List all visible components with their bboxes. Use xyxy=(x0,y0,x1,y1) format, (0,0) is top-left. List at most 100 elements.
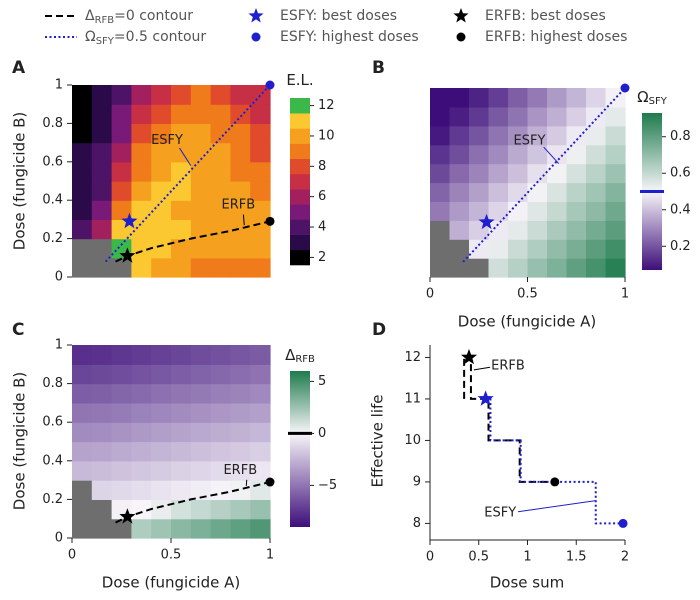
heat-cell xyxy=(469,163,490,184)
panel: A 2 4 6 8 10 12 E.L. 0 0.2 0.4 0.6 0.8 1 Dose (fungici… xyxy=(11,58,335,285)
contour-line xyxy=(463,356,555,483)
colorbar-tick-label: 0.6 xyxy=(670,166,691,181)
heat-cell xyxy=(508,106,529,127)
heat-cell xyxy=(566,239,587,259)
y-tick-label: 0.6 xyxy=(42,415,63,430)
colorbar-band xyxy=(290,98,310,114)
colorbar-label-sub: RFB xyxy=(295,354,315,365)
missing-cell xyxy=(72,238,93,259)
star-marker xyxy=(119,508,136,524)
legend-text-end: =0 contour xyxy=(114,8,193,24)
colorbar-label: ΩSFY xyxy=(637,88,668,108)
heat-cell xyxy=(131,181,152,201)
heat-cell xyxy=(151,383,172,404)
heat-cell xyxy=(250,441,271,462)
heat-cell xyxy=(566,201,587,221)
heat-cell xyxy=(488,163,509,184)
heat-cell xyxy=(111,441,132,462)
heat-cell xyxy=(131,345,152,365)
y-tick-label: 0.8 xyxy=(42,376,63,391)
colorbar-label-text: Δ xyxy=(285,346,296,364)
heat-cell xyxy=(250,104,271,124)
heat-cell xyxy=(488,182,509,202)
heat-cell xyxy=(210,402,231,423)
heat-cell xyxy=(190,257,212,278)
colorbar-band xyxy=(290,143,310,160)
heat-cell xyxy=(230,85,251,105)
heat-cell xyxy=(111,345,132,365)
heat-cell xyxy=(547,88,568,108)
missing-cell xyxy=(91,518,113,539)
heat-cell xyxy=(131,480,152,500)
legend-label: ESFY: best doses xyxy=(280,8,397,24)
colorbar-label-sub: SFY xyxy=(649,96,668,107)
heat-cell xyxy=(72,383,93,404)
heat-cell xyxy=(91,181,113,201)
heat-cell xyxy=(527,125,548,146)
heat-cell xyxy=(430,125,451,146)
heat-cell xyxy=(488,106,509,127)
heat-cell xyxy=(547,125,568,146)
heat-cell xyxy=(488,239,509,259)
y-tick-label: 0.2 xyxy=(42,231,63,246)
missing-cell xyxy=(91,499,113,520)
heat-cell xyxy=(171,85,192,105)
y-tick-label: 0.4 xyxy=(42,193,63,208)
heat-cell xyxy=(131,441,152,462)
heat-cell xyxy=(190,518,212,539)
heat-cell xyxy=(171,257,192,278)
heat-cell xyxy=(230,142,251,163)
x-tick-label: 0.5 xyxy=(161,548,182,563)
heat-cell xyxy=(430,182,451,202)
annotation: ERFB xyxy=(491,359,525,374)
heat-cell xyxy=(131,123,152,144)
y-axis-label: Dose (fungicide B) xyxy=(11,372,29,510)
missing-cell xyxy=(430,239,451,259)
heat-cell xyxy=(111,123,132,144)
contour-line xyxy=(462,87,626,263)
heat-cell xyxy=(72,85,93,105)
y-tick-label: 9 xyxy=(413,474,421,489)
x-tick-label: 1.5 xyxy=(566,550,587,565)
star-marker xyxy=(460,348,478,365)
annotation: ESFY xyxy=(514,133,546,148)
heat-cell xyxy=(586,163,607,184)
heat-cell xyxy=(171,142,192,163)
heat-cell xyxy=(230,104,251,124)
heat-cell xyxy=(72,460,93,481)
heat-cell xyxy=(190,402,212,423)
heat-cell xyxy=(547,201,568,221)
heat-cell xyxy=(91,85,113,105)
heat-cell xyxy=(469,144,490,165)
heat-cell xyxy=(210,345,231,365)
heat-cell xyxy=(230,402,251,423)
colorbar-tick-label: 0.2 xyxy=(670,239,691,254)
heat-cell xyxy=(171,383,192,404)
heat-cell xyxy=(508,144,529,165)
heat-cell xyxy=(72,422,93,443)
colorbar-tick-label: 0.4 xyxy=(670,202,691,217)
colorbar-tick-label: 6 xyxy=(318,189,326,204)
x-axis-label: Dose sum xyxy=(490,574,564,592)
annotation: ESFY xyxy=(484,506,516,521)
heat-cell xyxy=(91,104,113,124)
heat-cell xyxy=(547,163,568,184)
heat-cell xyxy=(586,144,607,165)
x-tick-label: 0 xyxy=(68,548,76,563)
heat-cell xyxy=(250,402,271,423)
heat-cell xyxy=(230,161,251,182)
heat-cell xyxy=(151,181,172,201)
panel-letter: C xyxy=(12,320,24,340)
legend-star xyxy=(248,8,264,23)
heat-cell xyxy=(547,144,568,165)
heat-cell xyxy=(230,480,251,500)
colorbar-band xyxy=(290,128,310,144)
heat-cell xyxy=(190,85,212,105)
heat-cell xyxy=(586,182,607,202)
heat-cell xyxy=(210,480,231,500)
heat-cell xyxy=(469,106,490,127)
heat-cell xyxy=(111,383,132,404)
heat-cell xyxy=(190,142,212,163)
heat-cell xyxy=(190,441,212,462)
